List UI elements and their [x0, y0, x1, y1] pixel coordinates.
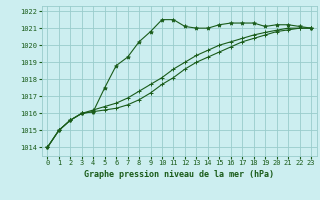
X-axis label: Graphe pression niveau de la mer (hPa): Graphe pression niveau de la mer (hPa): [84, 170, 274, 179]
